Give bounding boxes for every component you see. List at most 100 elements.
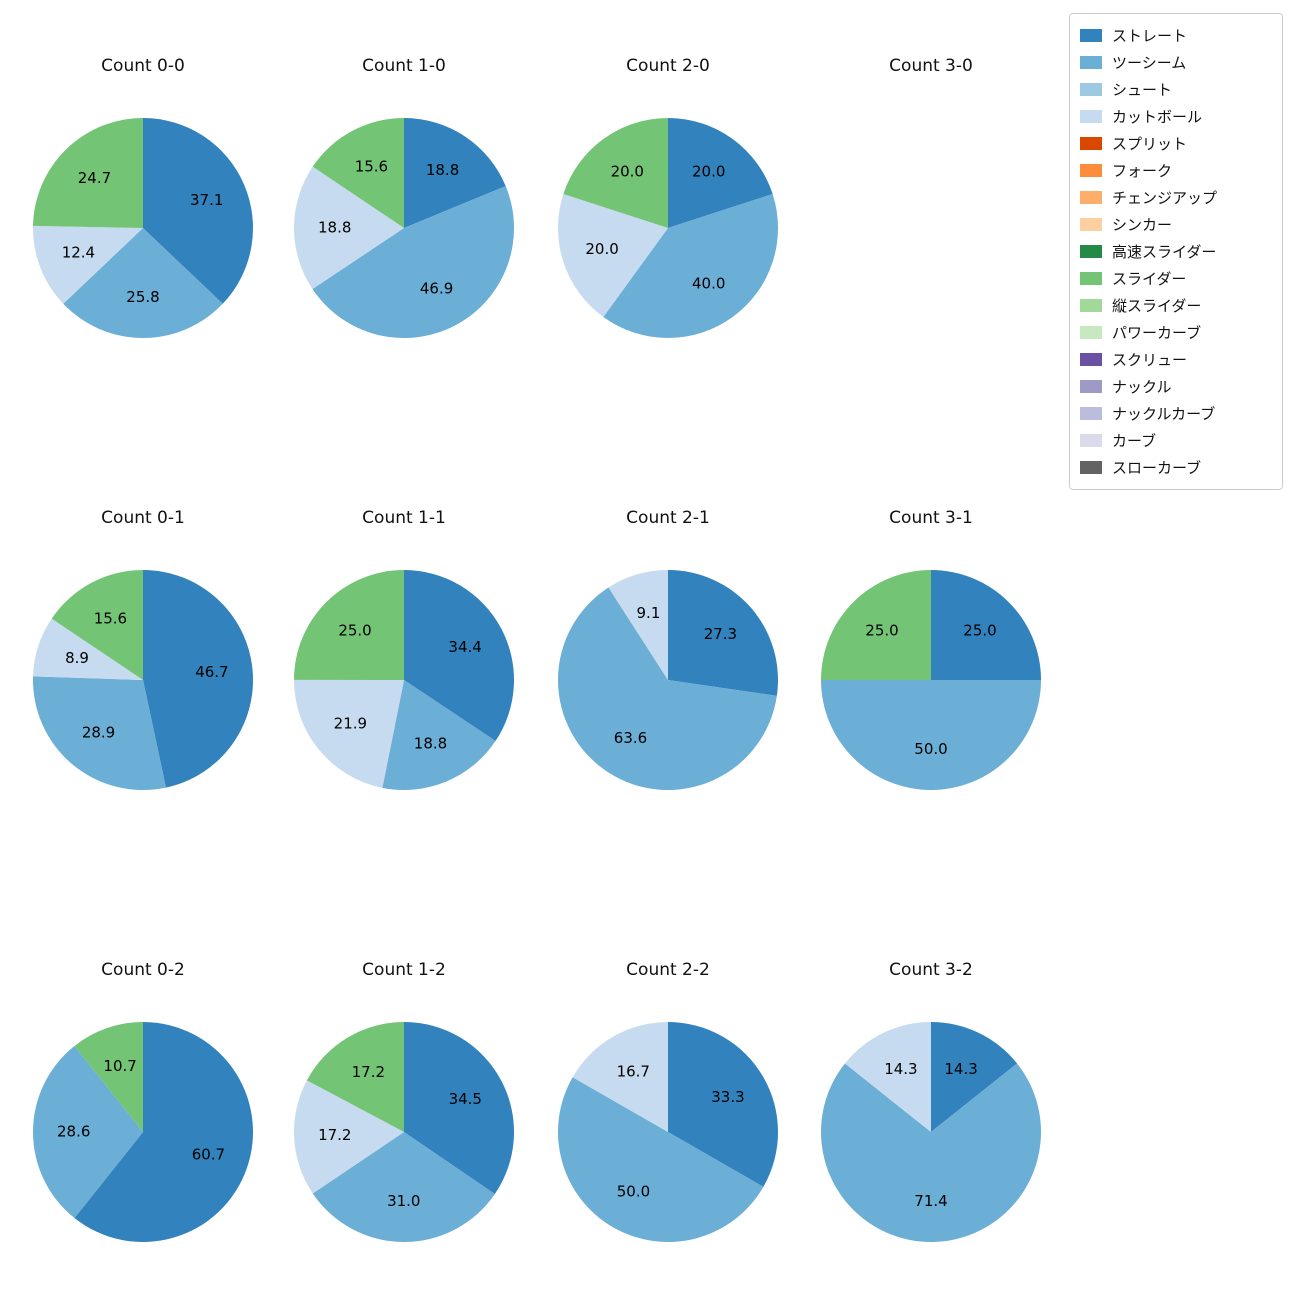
legend-item: スライダー <box>1080 265 1282 292</box>
chart-cell: Count 0-2 60.7 28.6 10.7 <box>3 960 283 1276</box>
pie-slice-value: 25.0 <box>865 622 898 640</box>
pie-slice-value: 16.7 <box>617 1063 650 1081</box>
legend-swatch <box>1080 380 1102 393</box>
pie-slice <box>572 1022 668 1132</box>
pie-slice <box>143 118 253 304</box>
pie-slice <box>821 1063 1041 1243</box>
pie-slice-value: 37.1 <box>190 191 223 209</box>
pie-slice <box>33 118 143 228</box>
pie-slice-value: 20.0 <box>611 162 644 180</box>
pie-slice <box>821 680 1041 790</box>
legend-label: 高速スライダー <box>1112 243 1217 261</box>
legend: ストレート ツーシーム シュート カットボール スプリット フォーク チェンジアップ シンカー… <box>1069 13 1283 490</box>
pie-slice <box>312 1132 495 1242</box>
pie-slice <box>51 570 143 680</box>
pie-slice <box>404 118 506 228</box>
pie-slice <box>668 1022 779 1187</box>
chart-title: Count 3-1 <box>889 508 973 528</box>
legend-item: 縦スライダー <box>1080 292 1282 319</box>
pie-slice-value: 18.8 <box>414 735 447 753</box>
pie-slice-value: 12.4 <box>62 244 95 262</box>
legend-item: ストレート <box>1080 22 1282 49</box>
pie-slice <box>382 680 496 791</box>
pie-slice-value: 28.9 <box>82 724 115 742</box>
legend-swatch <box>1080 191 1102 204</box>
legend-label: 縦スライダー <box>1112 297 1202 315</box>
pie-slice <box>312 186 515 339</box>
pie-slice-value: 15.6 <box>355 157 388 175</box>
chart-title: Count 2-2 <box>626 960 710 980</box>
legend-label: カットボール <box>1112 108 1203 126</box>
legend-swatch <box>1080 461 1102 474</box>
legend-item: ツーシーム <box>1080 49 1282 76</box>
pie-chart: 18.8 46.9 18.8 15.6 <box>293 118 515 339</box>
pie-slice <box>668 570 778 696</box>
legend-label: スローカーブ <box>1112 459 1202 477</box>
pie-slice <box>608 570 668 680</box>
pie-slice-value: 17.2 <box>318 1126 351 1144</box>
legend-label: スライダー <box>1112 270 1187 288</box>
pie-slice <box>294 570 404 680</box>
legend-item: チェンジアップ <box>1080 184 1282 211</box>
pie-slice-value: 21.9 <box>334 714 367 732</box>
pie-slice-value: 18.8 <box>318 218 351 236</box>
pie-slice <box>294 1080 404 1194</box>
pie-slice-value: 50.0 <box>914 740 947 758</box>
pie-slice <box>931 570 1041 680</box>
legend-label: スプリット <box>1112 135 1188 153</box>
legend-label: ストレート <box>1112 27 1188 45</box>
legend-label: チェンジアップ <box>1112 189 1218 207</box>
pie-slice <box>668 118 773 228</box>
legend-item: フォーク <box>1080 157 1282 184</box>
pie-chart: 37.1 25.8 12.4 24.7 <box>33 118 253 338</box>
pie-chart: 14.3 71.4 14.3 <box>821 1022 1041 1243</box>
pie-slice <box>603 194 779 339</box>
legend-swatch <box>1080 83 1102 96</box>
legend-swatch <box>1080 56 1102 69</box>
pie-slice-value: 46.7 <box>195 663 228 681</box>
pie-slice-value: 24.7 <box>78 169 111 187</box>
chart-title: Count 0-0 <box>101 56 185 76</box>
pie-slice <box>293 679 404 788</box>
legend-item: スクリュー <box>1080 346 1282 373</box>
legend-swatch <box>1080 326 1102 339</box>
pie-slice <box>312 118 404 228</box>
legend-swatch <box>1080 29 1102 42</box>
legend-label: ツーシーム <box>1112 54 1187 72</box>
pie-slice-value: 15.6 <box>94 609 127 627</box>
pie-slice-value: 25.0 <box>338 621 371 639</box>
legend-label: スクリュー <box>1112 351 1188 369</box>
pie-slice-value: 63.6 <box>614 729 647 747</box>
chart-title: Count 0-2 <box>101 960 185 980</box>
chart-cell: Count 2-2 33.3 50.0 16.7 <box>528 960 808 1276</box>
pie-slice-value: 9.1 <box>637 604 661 622</box>
legend-item: スプリット <box>1080 130 1282 157</box>
pie-slice-value: 27.3 <box>704 625 737 643</box>
pie-slice <box>74 1022 143 1132</box>
pie-slice-value: 20.0 <box>692 162 725 180</box>
pie-slice <box>33 676 166 791</box>
chart-cell: Count 3-2 14.3 71.4 14.3 <box>791 960 1071 1276</box>
legend-label: ナックルカーブ <box>1112 405 1216 423</box>
pie-slice-value: 25.0 <box>963 622 996 640</box>
legend-swatch <box>1080 110 1102 123</box>
legend-swatch <box>1080 434 1102 447</box>
pie-slice-value: 46.9 <box>420 280 453 298</box>
legend-swatch <box>1080 272 1102 285</box>
legend-swatch <box>1080 353 1102 366</box>
chart-title: Count 1-0 <box>362 56 446 76</box>
legend-item: シュート <box>1080 76 1282 103</box>
pie-chart: 27.3 63.6 9.1 <box>557 570 778 791</box>
legend-label: フォーク <box>1112 162 1173 180</box>
pie-slice <box>306 1022 404 1132</box>
pie-slice-value: 33.3 <box>711 1088 744 1106</box>
pie-chart: 60.7 28.6 10.7 <box>33 1022 254 1242</box>
legend-item: ナックル <box>1080 373 1282 400</box>
chart-cell: Count 1-2 34.5 31.0 17.2 17.2 <box>264 960 544 1276</box>
legend-swatch <box>1080 245 1102 258</box>
pie-slice <box>143 570 254 788</box>
pie-slice-value: 8.9 <box>65 649 89 667</box>
pie-slice <box>557 194 668 317</box>
legend-item: パワーカーブ <box>1080 319 1282 346</box>
